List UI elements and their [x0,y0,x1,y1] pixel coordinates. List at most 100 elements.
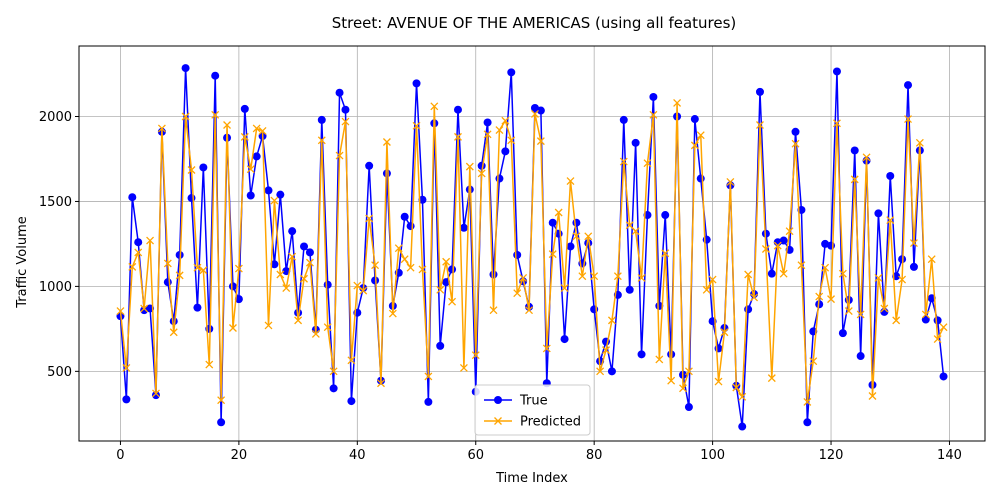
predicted-point [146,236,155,245]
predicted-point [365,214,374,223]
predicted-point [442,257,451,266]
predicted-point [921,310,930,319]
x-tick-label: 40 [349,448,366,463]
true-point [134,238,143,247]
true-point [495,174,504,183]
true-point [566,242,575,251]
predicted-point [140,304,149,313]
predicted-point [347,356,356,365]
plot-frame [78,45,986,442]
predicted-point [915,138,924,147]
true-point [513,250,522,259]
x-tick-label: 20 [231,448,248,463]
predicted-point [927,255,936,264]
true-point [382,169,391,178]
predicted-point [193,263,202,272]
predicted-point [708,275,717,284]
predicted-point [696,131,705,140]
chart-title: Street: AVENUE OF THE AMERICAS (using al… [332,14,737,32]
predicted-point [779,269,788,278]
predicted-point [394,244,403,253]
true-point [347,397,356,406]
predicted-point [501,116,510,125]
true-point [199,163,208,172]
predicted-point [454,132,462,141]
true-point [365,161,374,170]
true-point [175,250,184,259]
true-point [927,294,936,303]
predicted-point [288,252,297,261]
true-point [827,241,836,250]
true-point [371,276,380,285]
predicted-point [584,232,593,241]
predicted-point [246,165,255,174]
true-point [684,403,693,412]
predicted-point [726,177,735,186]
true-point [560,335,569,344]
true-point [264,186,273,195]
true-point [850,146,859,155]
predicted-point [436,285,445,294]
predicted-point [211,110,220,119]
predicted-point [305,258,314,267]
x-tick-label: 120 [819,448,844,463]
predicted-point [116,307,125,315]
true-point [228,282,237,291]
predicted-point [738,392,747,401]
true-point [300,242,309,251]
true-point [234,295,243,304]
predicted-point [821,263,830,272]
true-point [898,255,907,264]
true-point [767,269,776,278]
true-point [939,372,948,381]
predicted-point [898,275,907,284]
predicted-point [300,274,308,283]
true-point [341,105,350,114]
true-point [791,127,800,136]
predicted-point [157,124,166,133]
predicted-point [128,262,137,271]
true-point [240,104,249,113]
predicted-point [874,273,883,282]
predicted-point [856,310,865,319]
true-point [418,195,427,204]
predicted-point [667,376,676,385]
predicted-point [572,232,581,241]
true-point [631,138,640,147]
predicted-point [513,289,522,298]
y-tick-label: 1000 [39,280,72,295]
true-point [406,222,415,231]
true-point [448,265,457,274]
legend-swatch-marker [494,396,502,404]
predicted-point [282,284,291,293]
true-point [217,418,226,427]
legend-box [474,384,591,436]
true-point [738,422,747,431]
predicted-point [649,110,658,119]
true-point [507,68,516,77]
true-point [246,191,255,200]
predicted-point [264,321,273,330]
predicted-point [495,126,504,135]
predicted-point [382,138,391,146]
y-tick-label: 1500 [39,195,72,210]
predicted-point [827,295,835,304]
predicted-point [791,139,800,148]
true-point [252,152,261,161]
predicted-point [933,335,942,344]
axis-ticks: 0 20 40 60 80 100 120 140 500 1000 1500 2000 [39,110,962,463]
predicted-point [134,248,143,257]
predicted-point [459,363,468,372]
predicted-point [181,112,190,121]
true-point [696,174,705,183]
true-point [744,305,753,314]
predicted-point [240,132,249,141]
predicted-point [643,159,652,168]
predicted-point [892,316,901,325]
predicted-point [258,126,267,135]
true-point [607,367,616,376]
predicted-point [122,363,131,372]
predicted-point [702,285,711,294]
legend: True Predicted [474,384,591,436]
